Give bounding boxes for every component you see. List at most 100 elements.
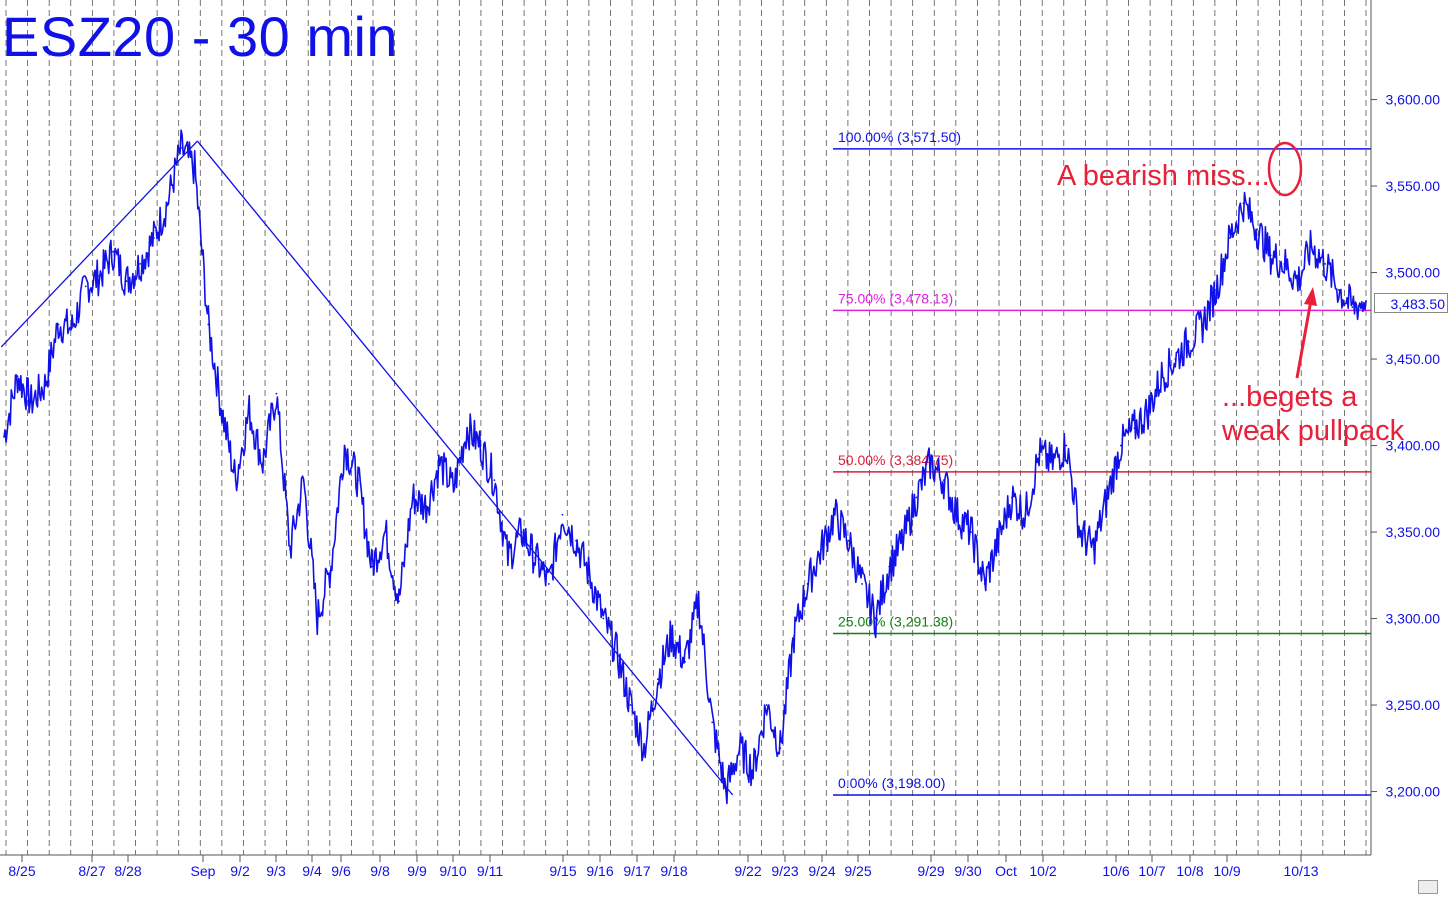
price-point (806, 583, 809, 585)
price-point (1324, 262, 1327, 265)
price-point (248, 410, 251, 412)
fib-level-label: 100.00% (3,571.50) (838, 129, 961, 145)
x-tick-label: 10/6 (1102, 863, 1129, 879)
price-point (384, 531, 387, 533)
price-point (983, 583, 986, 585)
last-price-badge: 3,483.50 (1374, 293, 1448, 313)
price-point (370, 565, 373, 568)
fib-level-label: 50.00% (3,384.75) (838, 452, 953, 468)
price-point (588, 574, 591, 577)
price-point (1310, 245, 1313, 248)
price-point (57, 323, 60, 326)
price-point (561, 513, 564, 516)
price-point (779, 747, 782, 750)
price-point (942, 479, 945, 482)
x-tick-label: 9/11 (477, 863, 503, 879)
price-point (234, 479, 237, 482)
price-point (1106, 496, 1109, 499)
x-axis: 8/25 8/27 8/28 Sep 9/2 9/3 9/4 9/6 9/8 9/9 9/10 9/1… (8, 855, 1319, 879)
price-point (1228, 237, 1231, 239)
price-point (166, 202, 169, 205)
price-point (888, 565, 891, 568)
x-tick-label: 10/8 (1176, 863, 1203, 879)
price-point (493, 479, 496, 482)
price-point (616, 652, 618, 655)
price-point (1337, 288, 1340, 291)
price-point (329, 565, 332, 568)
price-point (534, 557, 537, 559)
price-point (207, 323, 210, 326)
price-point (357, 479, 360, 482)
price-point (765, 704, 768, 706)
x-tick-label: 9/8 (370, 863, 390, 879)
x-tick-label: 9/30 (954, 863, 981, 879)
x-tick-label: 9/10 (439, 863, 466, 879)
price-point (902, 539, 904, 542)
fib-level-label: 75.00% (3,478.13) (838, 290, 953, 306)
price-point (221, 410, 223, 412)
price-point (507, 557, 509, 559)
price-point (3, 435, 5, 438)
price-point (438, 461, 441, 464)
price-point (997, 539, 1000, 542)
y-tick-label: 3,250.00 (1386, 697, 1441, 713)
price-point (302, 479, 305, 482)
price-point (343, 444, 346, 447)
price-point (1065, 444, 1068, 447)
price-point (261, 461, 264, 464)
pullback-arrow (1295, 287, 1317, 379)
price-point (874, 617, 877, 620)
y-tick-label: 3,550.00 (1386, 178, 1441, 194)
price-point (1188, 340, 1190, 343)
price-point (425, 505, 428, 507)
fib-level-label: 0.00% (3,198.00) (838, 775, 945, 791)
price-point (1242, 202, 1245, 205)
x-tick-label: 9/16 (586, 863, 613, 879)
price-point (520, 531, 523, 533)
x-tick-label: 9/24 (808, 863, 835, 879)
price-point (929, 461, 932, 464)
x-tick-label: 9/15 (549, 863, 576, 879)
price-point (30, 401, 33, 404)
price-point (656, 678, 659, 680)
price-point (575, 539, 577, 542)
price-point (152, 237, 155, 239)
price-point (629, 704, 632, 706)
y-tick-label: 3,350.00 (1386, 524, 1441, 540)
x-tick-label: 9/4 (302, 863, 322, 879)
price-point (724, 790, 727, 793)
price-point (711, 721, 714, 724)
x-tick-label: 9/22 (734, 863, 761, 879)
price-point (479, 444, 482, 447)
price-point (793, 634, 795, 637)
y-tick-label: 3,400.00 (1386, 438, 1441, 454)
y-axis: 3,200.00 3,250.00 3,300.00 3,350.00 3,400.00… (0, 0, 1441, 856)
trendlines (0, 140, 734, 796)
price-point (752, 769, 754, 772)
x-tick-label: 10/7 (1138, 863, 1165, 879)
price-series (3, 129, 1367, 805)
price-point (820, 548, 823, 551)
price-point (1160, 375, 1163, 378)
chart-scroll-button[interactable] (1418, 880, 1438, 894)
price-point (1038, 453, 1041, 456)
price-point (1256, 228, 1258, 231)
price-point (970, 531, 972, 533)
price-point (1024, 513, 1027, 516)
price-point (398, 600, 400, 603)
x-tick-label: 9/17 (623, 863, 650, 879)
y-tick-label: 3,300.00 (1386, 611, 1441, 627)
x-tick-label: 9/9 (407, 863, 427, 879)
price-point (956, 513, 959, 516)
x-tick-label: Oct (995, 863, 1017, 879)
price-line (3, 129, 1367, 805)
price-point (71, 327, 73, 329)
price-point (1010, 496, 1013, 499)
price-point (1269, 254, 1272, 257)
price-point (602, 617, 605, 620)
y-tick-label: 3,600.00 (1386, 92, 1441, 108)
price-point (697, 600, 700, 603)
price-point (1283, 262, 1286, 265)
x-tick-label: 9/18 (660, 863, 687, 879)
price-point (1119, 444, 1122, 447)
